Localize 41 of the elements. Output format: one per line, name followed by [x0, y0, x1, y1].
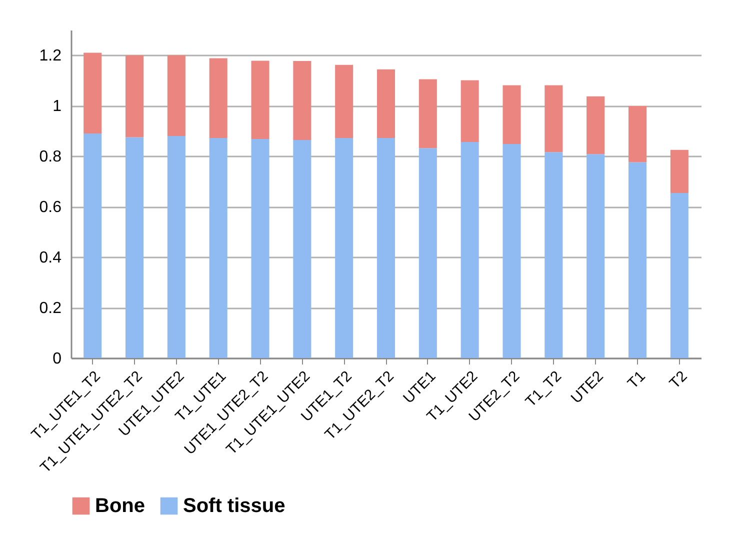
bar — [376, 138, 396, 358]
bar — [670, 192, 688, 358]
bar — [84, 52, 102, 134]
y-tick-label: 1 — [52, 98, 62, 116]
x-tick-label: T2 — [666, 368, 691, 392]
bar — [251, 60, 270, 139]
bar — [586, 154, 605, 358]
bar — [628, 106, 647, 162]
bar — [209, 58, 228, 138]
bar — [209, 138, 228, 358]
bar — [670, 150, 688, 193]
bar — [335, 64, 354, 138]
y-tick-label: 0.6 — [39, 199, 62, 216]
bar — [167, 55, 186, 136]
y-tick-label: 0.8 — [39, 148, 62, 166]
bar — [251, 138, 270, 358]
bar — [502, 144, 521, 358]
y-tick-label: 1.2 — [39, 48, 62, 65]
bar — [84, 133, 102, 358]
legend-label: Bone — [95, 495, 145, 517]
bar — [418, 79, 437, 148]
bar — [586, 96, 605, 154]
y-tick-label: 0.4 — [39, 250, 62, 267]
bar — [628, 162, 647, 358]
bar — [335, 138, 354, 358]
bar — [376, 69, 396, 138]
bar — [167, 136, 186, 358]
bar — [460, 142, 479, 358]
bar — [125, 55, 144, 138]
bar — [502, 85, 521, 144]
bar — [418, 148, 437, 358]
bar — [544, 152, 563, 358]
x-tick-label: T1 — [624, 368, 649, 392]
bar — [125, 137, 144, 358]
bar — [460, 80, 479, 142]
legend-label: Soft tissue — [183, 495, 286, 517]
y-tick-label: 0.2 — [39, 300, 62, 318]
bar — [293, 61, 312, 140]
y-tick-label: 0 — [52, 350, 62, 368]
bar — [544, 85, 563, 152]
bar — [293, 140, 312, 358]
